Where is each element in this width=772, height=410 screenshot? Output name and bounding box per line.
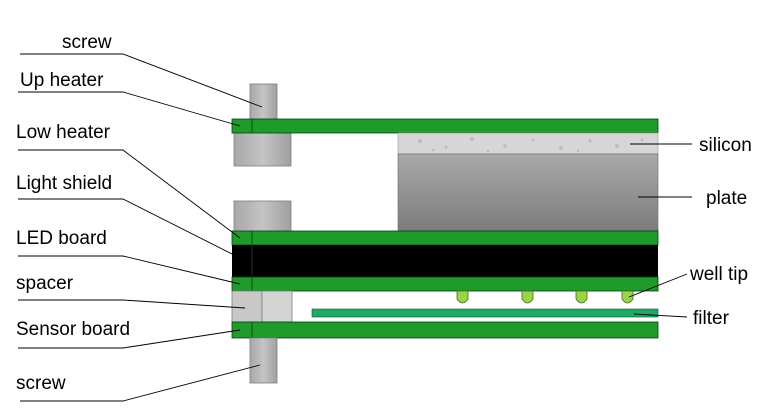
spacer-block-left <box>231 290 263 323</box>
leader-spacer <box>18 299 246 309</box>
spacer-block-right <box>261 290 293 323</box>
leader-well-tip <box>628 273 688 298</box>
leader-filter <box>633 313 688 318</box>
label-up-heater: Up heater <box>20 70 104 91</box>
leader-sensor-board <box>18 329 241 349</box>
leader-up-heater <box>18 91 241 127</box>
plate-body <box>397 153 659 232</box>
up-heater-board <box>231 118 659 134</box>
label-led-board: LED board <box>16 228 107 249</box>
label-filter: filter <box>693 308 730 329</box>
label-well-tip: well tip <box>689 264 748 285</box>
label-silicon: silicon <box>699 135 752 156</box>
leader-low-heater <box>18 149 241 239</box>
silicon-layer <box>397 132 659 155</box>
top-screw-lower <box>233 131 292 167</box>
bottom-screw <box>249 337 278 384</box>
leader-led-board <box>18 255 241 285</box>
leader-screw-top <box>20 53 263 108</box>
well-tip-2 <box>521 290 534 304</box>
middle-screw <box>233 200 292 233</box>
label-screw-bottom: screw <box>16 373 66 394</box>
label-plate: plate <box>706 188 747 209</box>
led-board <box>231 276 659 292</box>
low-heater-board <box>231 230 659 246</box>
label-light-shield: Light shield <box>16 173 112 194</box>
label-screw-top: screw <box>62 32 112 53</box>
filter-strip <box>311 308 659 318</box>
label-spacer: spacer <box>16 273 74 294</box>
well-tip-1 <box>456 290 469 304</box>
sensor-board <box>231 321 659 339</box>
label-sensor-board: Sensor board <box>16 319 130 340</box>
silicon-texture <box>418 136 644 153</box>
leader-light-shield <box>18 198 241 259</box>
light-shield-layer <box>232 245 658 277</box>
well-tip-4 <box>621 290 634 304</box>
well-tip-3 <box>575 290 588 304</box>
label-low-heater: Low heater <box>16 122 111 143</box>
leader-screw-bottom <box>20 364 261 402</box>
top-screw-upper <box>249 83 278 121</box>
